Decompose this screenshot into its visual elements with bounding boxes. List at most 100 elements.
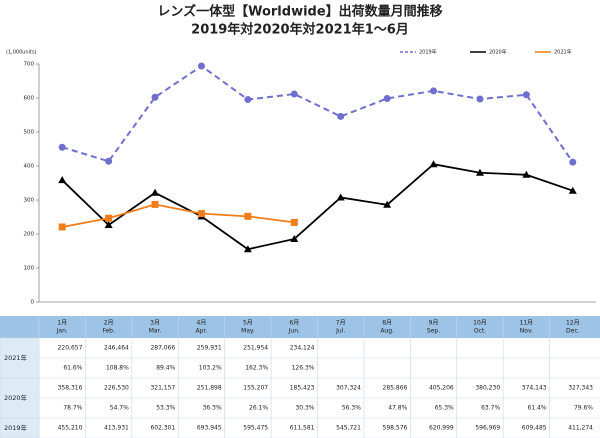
table-value: 251,898 — [197, 385, 222, 392]
table-value: 234,124 — [290, 345, 315, 352]
point — [104, 220, 113, 228]
point — [197, 210, 205, 218]
point — [568, 186, 577, 194]
table-value: 411,274 — [568, 425, 593, 432]
table-row-label: 2021年 — [4, 353, 28, 362]
table-value: 220,657 — [58, 345, 83, 352]
table-yoy: 36.3% — [203, 405, 222, 412]
table-row-label: 2020年 — [4, 393, 28, 402]
table-yoy: 63.7% — [481, 405, 500, 412]
point — [105, 214, 113, 222]
table-value: 185,423 — [290, 385, 315, 392]
table-value: 413,931 — [104, 425, 129, 432]
table-header-month-en: Dec. — [566, 328, 580, 335]
y-tick-label: 600 — [24, 96, 35, 102]
table-value: 155,207 — [243, 385, 268, 392]
point — [475, 168, 484, 176]
point — [336, 193, 345, 201]
table-header-month-en: Nov. — [520, 328, 533, 335]
point — [290, 234, 299, 242]
point — [58, 143, 66, 151]
chart-subtitle: 2019年対2020年対2021年1～6月 — [191, 22, 409, 38]
table-value: 598,576 — [383, 425, 408, 432]
point — [290, 90, 298, 98]
point — [58, 223, 66, 231]
table-row-label: 2019年 — [4, 423, 28, 432]
table-header-month: 3月 — [150, 320, 160, 327]
table-yoy: 79.6% — [574, 405, 593, 412]
y-unit-label: (1,000units) — [6, 50, 37, 56]
point — [522, 91, 530, 99]
point — [197, 62, 205, 70]
table-row-label-bg — [0, 377, 40, 419]
y-tick-label: 100 — [24, 266, 35, 272]
point — [151, 200, 159, 208]
table-value: 226,530 — [104, 385, 129, 392]
table-value: 455,210 — [58, 425, 83, 432]
table-header-month-en: Feb. — [102, 328, 115, 335]
y-tick-label: 500 — [24, 130, 35, 136]
table-yoy: 30.3% — [295, 405, 314, 412]
table-yoy: 162.3% — [245, 365, 268, 372]
table-value: 595,475 — [243, 425, 268, 432]
point — [569, 158, 577, 166]
table-header-month: 6月 — [289, 320, 299, 327]
table-value: 285,866 — [383, 385, 408, 392]
table-yoy: 108.8% — [106, 365, 129, 372]
point — [244, 212, 252, 220]
table-header-month: 9月 — [429, 320, 439, 327]
table-value: 693,945 — [197, 425, 222, 432]
series-line — [62, 203, 295, 228]
point — [383, 200, 392, 208]
table-value: 246,464 — [104, 345, 129, 352]
chart-title: レンズ一体型【Worldwide】出荷数量月間推移 — [157, 4, 442, 20]
table-header-month-en: Jan. — [56, 328, 68, 335]
table-value: 545,721 — [336, 425, 361, 432]
point — [290, 218, 298, 226]
table-header-month: 12月 — [566, 320, 580, 327]
table-value: 287,066 — [150, 345, 175, 352]
table-header-bg — [0, 316, 600, 338]
y-tick-label: 400 — [24, 164, 35, 170]
point — [429, 160, 438, 168]
table-value: 611,581 — [290, 425, 315, 432]
table-yoy: 61.6% — [63, 365, 82, 372]
table-yoy: 54.7% — [110, 405, 129, 412]
y-tick-label: 300 — [24, 198, 35, 204]
table-header-month: 2月 — [104, 320, 114, 327]
point — [337, 112, 345, 120]
legend-label: 2021年 — [554, 49, 572, 56]
table-header-month-en: Oct. — [474, 328, 486, 335]
table-header-month: 11月 — [520, 320, 534, 327]
point — [151, 188, 160, 196]
table-header-month: 8月 — [382, 320, 392, 327]
point — [476, 95, 484, 103]
table-header-month-en: Apr. — [196, 328, 208, 335]
point — [243, 245, 252, 253]
table-value: 327,343 — [568, 385, 593, 392]
table-value: 307,324 — [336, 385, 361, 392]
point — [105, 157, 113, 165]
table-row-label-bg — [0, 417, 40, 438]
table-yoy: 26.1% — [249, 405, 268, 412]
table-value: 321,157 — [150, 385, 175, 392]
table-header-month-en: Jul. — [335, 328, 345, 335]
legend-label: 2019年 — [419, 49, 437, 56]
legend-label: 2020年 — [489, 49, 507, 56]
table-value: 596,969 — [475, 425, 500, 432]
table-yoy: 103.2% — [199, 365, 222, 372]
table-header-month-en: Sep. — [427, 328, 440, 335]
table-yoy: 89.4% — [156, 365, 175, 372]
point — [58, 176, 67, 184]
table-header-month: 7月 — [336, 320, 346, 327]
table-value: 602,301 — [150, 425, 175, 432]
table-value: 374,143 — [522, 385, 547, 392]
table-yoy: 53.3% — [156, 405, 175, 412]
table-header-month-en: May. — [241, 328, 255, 335]
series-line — [61, 64, 574, 163]
table-header-month-en: Mar. — [149, 328, 162, 335]
table-yoy: 126.3% — [292, 365, 315, 372]
table-header-month: 4月 — [197, 320, 207, 327]
table-yoy: 47.8% — [388, 405, 407, 412]
